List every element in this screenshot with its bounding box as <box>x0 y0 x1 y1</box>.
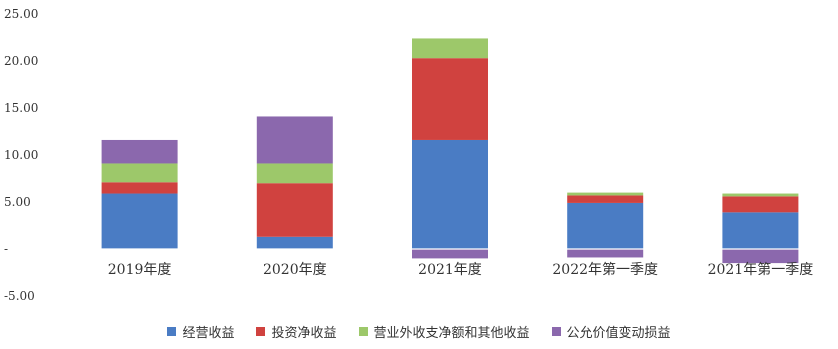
y-tick-label: 5.00 <box>4 195 31 209</box>
bar-segment-1 <box>722 212 799 249</box>
bar-segment-1 <box>567 202 644 249</box>
bar-segment-4 <box>567 249 644 258</box>
y-tick-label: 20.00 <box>4 54 38 68</box>
bar-segment-2 <box>722 196 799 213</box>
legend-label: 营业外收支净额和其他收益 <box>373 326 530 341</box>
bar-segment-1 <box>256 236 333 249</box>
y-tick-label: 25.00 <box>4 7 38 21</box>
bar-segment-4 <box>101 139 178 164</box>
bar-segment-2 <box>101 182 178 194</box>
legend-swatch <box>551 327 561 336</box>
legend-swatch <box>358 327 368 336</box>
bar-segment-3 <box>567 192 644 196</box>
bar-segment-2 <box>256 183 333 237</box>
legend-label: 公允价值变动损益 <box>566 326 671 341</box>
bar-segment-4 <box>722 249 799 264</box>
bar-segment-2 <box>412 58 488 140</box>
y-tick-label: 15.00 <box>4 101 38 115</box>
legend-swatch <box>256 327 266 336</box>
legend: 经营收益 投资净收益 营业外收支净额和其他收益 公允价值变动损益 <box>0 322 838 341</box>
bar-segment-3 <box>722 193 799 197</box>
y-tick-label: -5.00 <box>4 289 35 303</box>
bar-segment-3 <box>101 163 178 183</box>
x-tick-label: 2019年度 <box>108 262 172 278</box>
x-tick-label: 2021年度 <box>418 262 482 278</box>
bar-segment-2 <box>567 195 644 203</box>
legend-label: 投资净收益 <box>271 326 337 341</box>
x-tick-label: 2021年第一季度 <box>708 261 814 278</box>
bar-segment-1 <box>101 193 178 249</box>
legend-item-non-operating-income: 营业外收支净额和其他收益 <box>358 322 530 341</box>
bar-segment-4 <box>256 116 333 164</box>
x-tick-label: 2020年度 <box>263 262 327 278</box>
legend-label: 经营收益 <box>182 326 235 341</box>
legend-item-operating-income: 经营收益 <box>167 322 234 341</box>
y-tick-label: - <box>4 242 8 256</box>
y-tick-label: 10.00 <box>4 148 38 162</box>
bar-segment-3 <box>256 163 333 184</box>
legend-swatch <box>167 327 177 336</box>
legend-item-fair-value-change: 公允价值变动损益 <box>551 322 671 341</box>
bar-segment-4 <box>412 249 488 259</box>
bar-segment-1 <box>412 139 488 249</box>
x-tick-label: 2022年第一季度 <box>552 261 658 278</box>
legend-item-investment-income: 投资净收益 <box>256 322 337 341</box>
bar-segment-3 <box>412 38 488 59</box>
